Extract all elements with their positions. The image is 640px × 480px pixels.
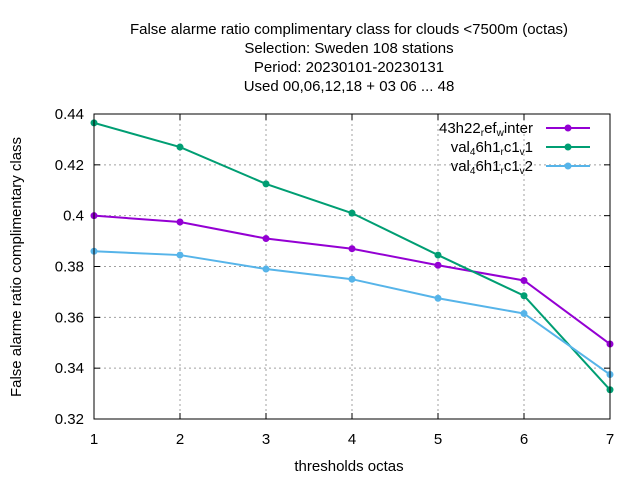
data-point (262, 180, 270, 188)
data-point (520, 310, 528, 318)
x-tick-label: 2 (176, 431, 184, 448)
data-point (176, 251, 184, 259)
x-tick-label: 1 (90, 431, 98, 448)
title-line: Period: 20230101-20230131 (254, 59, 444, 76)
data-point (348, 209, 356, 217)
series-2 (90, 119, 614, 394)
legend-item-1: 43h22refwinter (439, 120, 590, 139)
y-tick-label: 0.32 (55, 411, 84, 428)
plot-frame (93, 113, 611, 420)
y-tick-label: 0.44 (55, 106, 84, 123)
legend-swatch-marker (564, 124, 572, 132)
legend-label: val46h1rc1v1 (451, 139, 533, 158)
x-tick-label: 4 (348, 431, 356, 448)
y-tick-label: 0.34 (55, 360, 84, 377)
data-point (434, 294, 442, 302)
legend-item-3: val46h1rc1v2 (451, 158, 590, 177)
y-axis-ticks: 0.32 0.34 0.36 0.38 0.4 0.42 0.44 (55, 106, 610, 428)
data-point (176, 218, 184, 226)
legend-swatch-marker (564, 162, 572, 170)
data-point (434, 261, 442, 269)
x-tick-label: 7 (606, 431, 614, 448)
title-line: False alarme ratio complimentary class f… (130, 21, 568, 38)
series-1 (90, 212, 614, 348)
y-axis-label: False alarme ratio complimentary class (8, 137, 25, 397)
x-tick-label: 6 (520, 431, 528, 448)
x-tick-label: 5 (434, 431, 442, 448)
x-tick-label: 3 (262, 431, 270, 448)
grid (94, 114, 610, 419)
y-tick-label: 0.38 (55, 259, 84, 276)
legend-swatch-marker (564, 143, 572, 151)
data-point (262, 265, 270, 273)
title-line: Selection: Sweden 108 stations (244, 40, 453, 57)
data-point (348, 275, 356, 283)
data-point (348, 245, 356, 253)
data-point (262, 235, 270, 243)
data-point (520, 276, 528, 284)
chart-title: False alarme ratio complimentary class f… (130, 21, 568, 95)
legend-label: val46h1rc1v2 (451, 158, 533, 177)
y-tick-label: 0.42 (55, 157, 84, 174)
data-point (520, 292, 528, 300)
data-point (176, 143, 184, 151)
data-point (434, 251, 442, 259)
title-line: Used 00,06,12,18 + 03 06 ... 48 (244, 78, 455, 95)
series-3 (90, 247, 614, 379)
legend-item-2: val46h1rc1v1 (451, 139, 590, 158)
x-axis-label: thresholds octas (294, 458, 403, 475)
x-axis-ticks: 1 2 3 4 5 6 7 (90, 114, 614, 448)
y-tick-label: 0.36 (55, 309, 84, 326)
legend-label: 43h22refwinter (439, 120, 533, 139)
y-tick-label: 0.4 (63, 208, 84, 225)
